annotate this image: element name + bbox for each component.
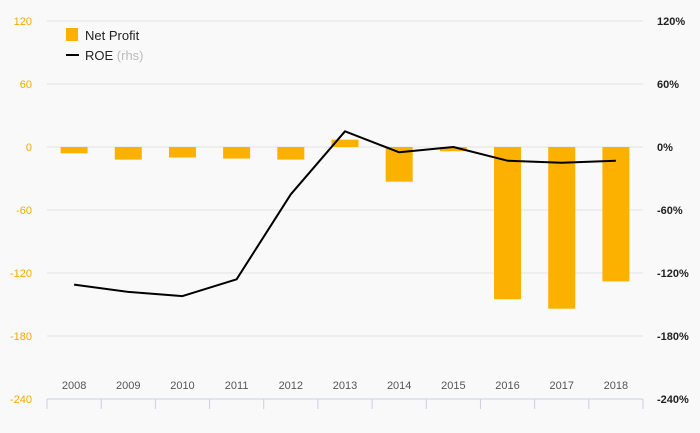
bar-series	[60, 139, 630, 309]
right-tick-label: -180%	[657, 331, 689, 343]
x-tick-label: 2013	[333, 380, 357, 392]
legend-swatch-net-profit	[66, 28, 78, 41]
bar-net-profit-2015	[439, 147, 467, 152]
bar-net-profit-2017	[548, 147, 576, 309]
line-series	[73, 130, 617, 298]
left-tick-label: 120	[14, 16, 32, 28]
bar-net-profit-2012	[277, 147, 305, 160]
x-tick-label: 2014	[387, 380, 411, 392]
legend-label-net-profit: Net Profit	[85, 28, 140, 43]
bar-net-profit-2016	[494, 147, 522, 300]
right-tick-label: -240%	[657, 394, 689, 406]
left-tick-label: 0	[26, 142, 32, 154]
x-tick-label: 2010	[170, 380, 194, 392]
right-tick-label: 60%	[657, 79, 679, 91]
right-tick-label: 120%	[657, 16, 685, 28]
x-tick-label: 2011	[225, 380, 249, 392]
right-tick-label: -60%	[657, 205, 683, 217]
x-tick-label: 2012	[279, 380, 303, 392]
x-tick-label: 2009	[116, 380, 140, 392]
left-tick-label: -120	[10, 268, 32, 280]
x-tick-label: 2008	[62, 380, 86, 392]
x-tick-label: 2016	[495, 380, 519, 392]
bar-net-profit-2010	[168, 147, 196, 158]
legend-label-roe: ROE (rhs)	[85, 48, 144, 63]
bar-net-profit-2008	[60, 147, 88, 154]
axes: 120 60 0 -60 -120 -180 -240 120% 60% 0% -60% -120% -…	[10, 16, 689, 409]
left-tick-label: 60	[20, 79, 32, 91]
x-tick-label: 2017	[549, 380, 573, 392]
legend: Net Profit ROE (rhs)	[66, 28, 144, 63]
x-tick-label: 2018	[604, 380, 628, 392]
left-tick-label: -180	[10, 331, 32, 343]
bar-net-profit-2011	[223, 147, 251, 159]
line-roe	[73, 130, 616, 298]
left-tick-label: -60	[16, 205, 32, 217]
right-tick-label: 0%	[657, 142, 673, 154]
right-tick-label: -120%	[657, 268, 689, 280]
bar-net-profit-2009	[114, 147, 142, 160]
left-tick-label: -240	[10, 394, 32, 406]
bar-net-profit-2013	[331, 139, 359, 147]
bar-net-profit-2018	[602, 147, 630, 282]
x-tick-label: 2015	[441, 380, 465, 392]
